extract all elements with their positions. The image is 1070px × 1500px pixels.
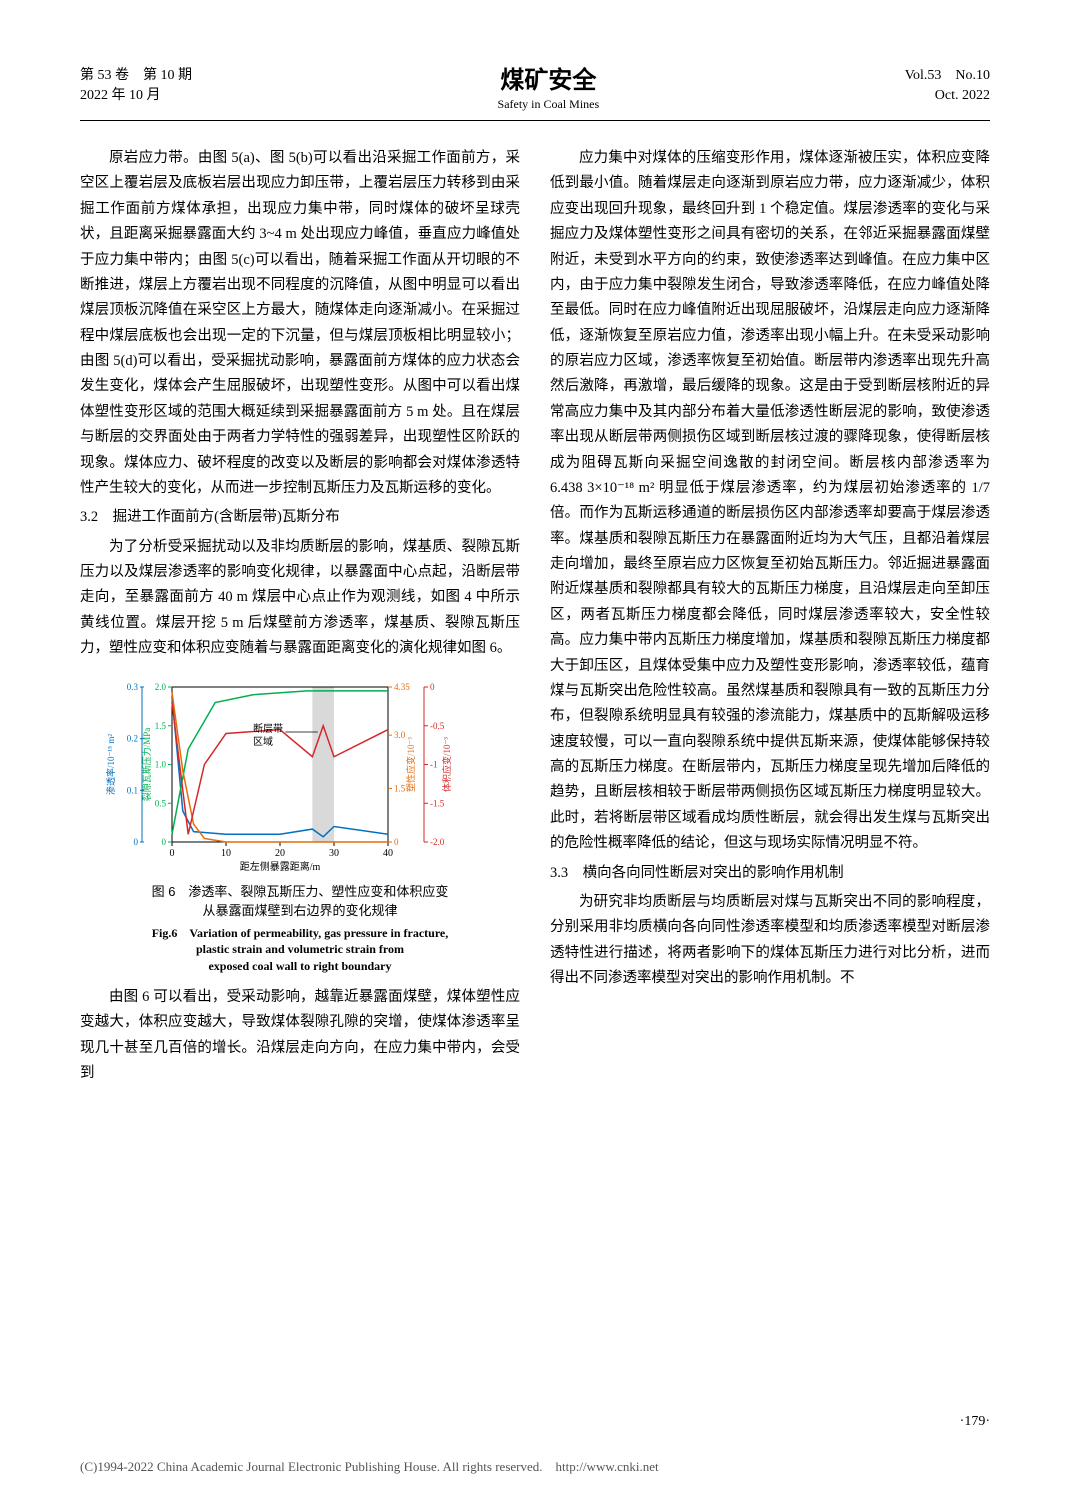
svg-text:4.35: 4.35 <box>394 682 410 692</box>
svg-text:0: 0 <box>170 848 175 859</box>
svg-text:-1.5: -1.5 <box>430 798 445 808</box>
svg-text:体积应变/10⁻³: 体积应变/10⁻³ <box>441 736 452 791</box>
svg-text:0.1: 0.1 <box>127 785 138 795</box>
vol-issue-cn: 第 53 卷 第 10 期 <box>80 66 192 86</box>
para-l3: 由图 6 可以看出，受采动影响，越靠近暴露面煤壁，煤体塑性应变越大，体积应变越大… <box>80 985 520 1087</box>
chart-svg-wrap: 0 10 20 30 40 距左侧暴露距离/m 0 0.1 0.2 0.3 渗透率/10⁻¹⁵ m²… <box>100 677 460 872</box>
svg-text:-2.0: -2.0 <box>430 837 445 847</box>
header-right: Vol.53 No.10 Oct. 2022 <box>905 66 990 105</box>
page-header: 第 53 卷 第 10 期 2022 年 10 月 煤矿安全 Safety in… <box>80 60 990 121</box>
svg-text:20: 20 <box>275 848 285 859</box>
header-center: 煤矿安全 Safety in Coal Mines <box>498 60 600 112</box>
svg-text:1.0: 1.0 <box>155 759 167 769</box>
svg-text:3.0: 3.0 <box>394 730 406 740</box>
svg-text:30: 30 <box>329 848 339 859</box>
right-column: 应力集中对煤体的压缩变形作用，煤体逐渐被压实，体积应变降低到最小值。随着煤层走向… <box>550 146 990 1086</box>
left-column: 原岩应力带。由图 5(a)、图 5(b)可以看出沿采掘工作面前方，采空区上覆岩层… <box>80 146 520 1086</box>
chart-svg: 0 10 20 30 40 距左侧暴露距离/m 0 0.1 0.2 0.3 渗透率/10⁻¹⁵ m²… <box>100 677 460 872</box>
svg-text:区域: 区域 <box>253 735 273 748</box>
svg-text:0: 0 <box>430 682 435 692</box>
svg-text:-0.5: -0.5 <box>430 720 445 730</box>
page-number: ·179· <box>960 1414 990 1430</box>
header-left: 第 53 卷 第 10 期 2022 年 10 月 <box>80 66 192 105</box>
svg-text:0.3: 0.3 <box>127 682 139 692</box>
svg-text:0.2: 0.2 <box>127 733 138 743</box>
svg-text:1.5: 1.5 <box>155 720 167 730</box>
svg-text:40: 40 <box>383 848 393 859</box>
date-en: Oct. 2022 <box>905 86 990 106</box>
svg-text:2.0: 2.0 <box>155 682 167 692</box>
vol-issue-en: Vol.53 No.10 <box>905 66 990 86</box>
para-l1: 原岩应力带。由图 5(a)、图 5(b)可以看出沿采掘工作面前方，采空区上覆岩层… <box>80 146 520 501</box>
svg-text:0: 0 <box>134 837 139 847</box>
svg-text:1.5: 1.5 <box>394 783 406 793</box>
para-r1: 应力集中对煤体的压缩变形作用，煤体逐渐被压实，体积应变降低到最小值。随着煤层走向… <box>550 146 990 857</box>
svg-text:渗透率/10⁻¹⁵ m²: 渗透率/10⁻¹⁵ m² <box>105 733 116 794</box>
fig6-caption-cn: 图 6 渗透率、裂隙瓦斯压力、塑性应变和体积应变 从暴露面煤壁到右边界的变化规律 <box>80 882 520 921</box>
svg-text:0: 0 <box>394 837 399 847</box>
date-cn: 2022 年 10 月 <box>80 86 192 106</box>
journal-name-cn: 煤矿安全 <box>498 60 600 95</box>
figure-6: 0 10 20 30 40 距左侧暴露距离/m 0 0.1 0.2 0.3 渗透率/10⁻¹⁵ m²… <box>80 677 520 975</box>
svg-text:-1: -1 <box>430 759 438 769</box>
para-l2: 为了分析受采掘扰动以及非均质断层的影响，煤基质、裂隙瓦斯压力以及煤层渗透率的影响… <box>80 535 520 662</box>
svg-text:塑性应变/10⁻³: 塑性应变/10⁻³ <box>405 736 416 791</box>
svg-text:0: 0 <box>162 837 167 847</box>
journal-name-en: Safety in Coal Mines <box>498 97 600 112</box>
svg-text:断层带: 断层带 <box>253 722 283 735</box>
para-r2: 为研究非均质断层与均质断层对煤与瓦斯突出不同的影响程度，分别采用非均质横向各向同… <box>550 890 990 992</box>
svg-text:0.5: 0.5 <box>155 798 167 808</box>
fig6-caption-en: Fig.6 Variation of permeability, gas pre… <box>80 925 520 975</box>
svg-text:距左侧暴露距离/m: 距左侧暴露距离/m <box>240 860 321 872</box>
svg-text:10: 10 <box>221 848 231 859</box>
svg-text:裂隙瓦斯压力/MPa: 裂隙瓦斯压力/MPa <box>141 727 152 801</box>
section-3-2: 3.2 掘进工作面前方(含断层带)瓦斯分布 <box>80 505 520 530</box>
copyright-footer: (C)1994-2022 China Academic Journal Elec… <box>80 1456 659 1475</box>
section-3-3: 3.3 横向各向同性断层对突出的影响作用机制 <box>550 861 990 886</box>
content-area: 原岩应力带。由图 5(a)、图 5(b)可以看出沿采掘工作面前方，采空区上覆岩层… <box>80 146 990 1086</box>
